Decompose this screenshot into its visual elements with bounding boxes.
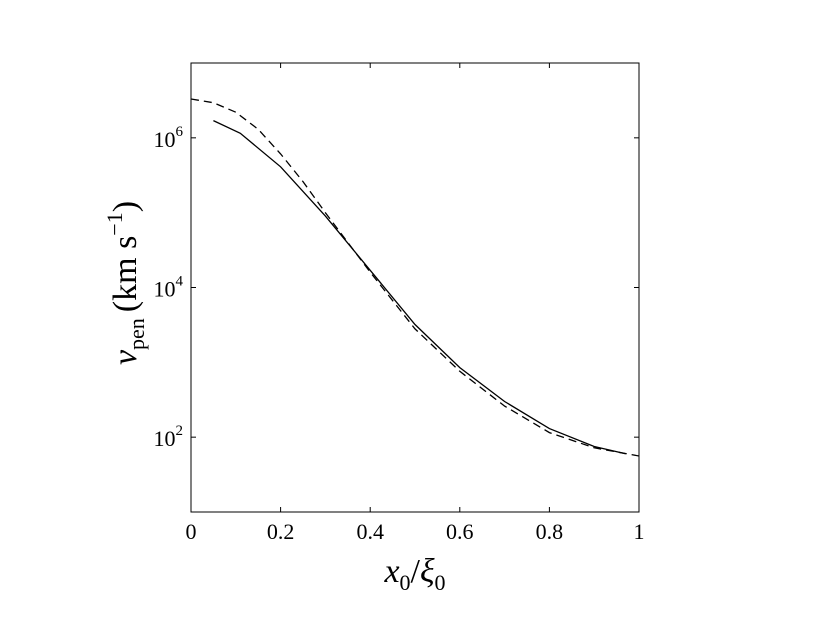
x-axis-label: x0/ξ0 (383, 553, 445, 595)
plot-area (190, 62, 640, 513)
y-label-main: v (107, 349, 144, 365)
y-label-units: (km s (107, 236, 144, 313)
y-axis-label: vpen (km s−1) (102, 201, 149, 365)
series-1-line (213, 120, 626, 455)
x-tick-label: 0.4 (356, 519, 384, 544)
x-label-sep: / (411, 553, 421, 590)
x-tick-label: 0.8 (536, 519, 564, 544)
x-tick-label: 0.6 (446, 519, 474, 544)
y-tick-label: 104 (154, 274, 184, 302)
x-tick-label: 0.2 (267, 519, 295, 544)
y-tick-exp: 4 (176, 274, 184, 290)
x-tick-label: 0 (186, 519, 197, 544)
series-2-line (191, 98, 639, 457)
x-tick-label: 1 (634, 519, 645, 544)
y-label-close: ) (107, 201, 144, 212)
y-tick-base: 10 (154, 277, 176, 302)
x-label-main2: ξ (420, 553, 435, 590)
y-tick-label: 102 (154, 423, 184, 451)
y-tick-base: 10 (154, 426, 176, 451)
y-tick-exp: 2 (176, 423, 184, 439)
x-label-sub2: 0 (435, 570, 446, 595)
y-tick-exp: 6 (176, 124, 184, 140)
plot-frame (190, 62, 640, 513)
y-label-sup: −1 (102, 212, 127, 235)
x-label-sub1: 0 (400, 570, 411, 595)
y-label-sub: pen (124, 318, 149, 350)
y-tick-base: 10 (154, 127, 176, 152)
y-tick-label: 106 (154, 124, 184, 152)
series-group (191, 98, 639, 457)
x-label-main: x (383, 553, 399, 590)
